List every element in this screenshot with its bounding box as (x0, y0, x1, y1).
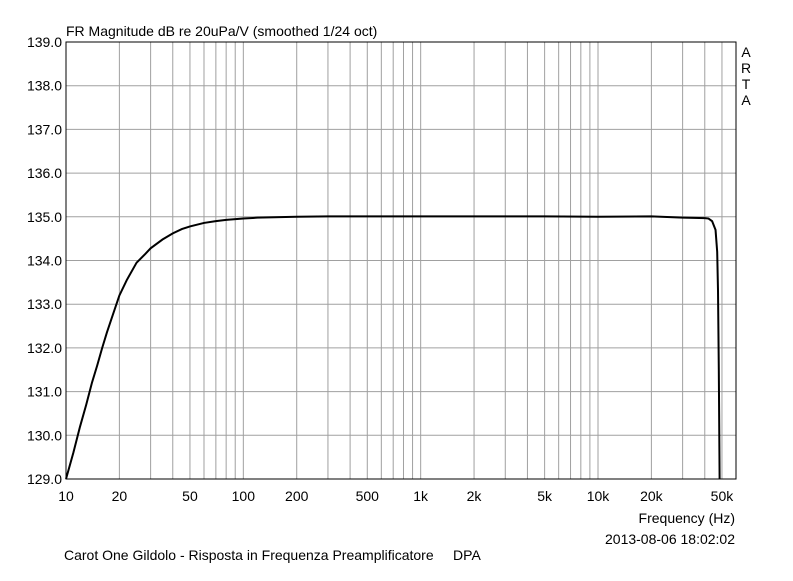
timestamp: 2013-08-06 18:02:02 (605, 531, 735, 547)
y-axis: 129.0 130.0 131.0 132.0 133.0 134.0 135.0 136.0… (27, 34, 62, 487)
series-line (65, 215, 721, 480)
y-tick-label: 133.0 (27, 296, 62, 312)
x-tick-label: 2k (467, 488, 483, 504)
plot-frame (65, 41, 737, 480)
y-tick-label: 135.0 (27, 209, 62, 225)
chart-caption: Carot One Gildolo - Risposta in Frequenz… (64, 547, 481, 563)
y-tick-label: 129.0 (27, 471, 62, 487)
x-tick-label: 50k (711, 488, 735, 504)
x-tick-label: 50 (182, 488, 198, 504)
arta-letter: R (741, 60, 751, 76)
x-tick-label: 200 (285, 488, 309, 504)
x-tick-label: 1k (413, 488, 429, 504)
y-tick-label: 136.0 (27, 165, 62, 181)
grid (66, 41, 736, 480)
y-tick-label: 131.0 (27, 384, 62, 400)
x-axis: 10 20 50 100 200 500 1k 2k 5k 10k 20k 50k (58, 488, 734, 504)
x-tick-label: 20k (640, 488, 664, 504)
y-tick-label: 132.0 (27, 340, 62, 356)
chart-title: FR Magnitude dB re 20uPa/V (smoothed 1/2… (66, 23, 377, 39)
y-tick-label: 130.0 (27, 427, 62, 443)
y-tick-label: 138.0 (27, 78, 62, 94)
y-tick-label: 134.0 (27, 253, 62, 269)
arta-letter: T (742, 76, 751, 92)
x-tick-label: 500 (356, 488, 380, 504)
x-tick-label: 100 (232, 488, 256, 504)
y-tick-label: 139.0 (27, 34, 62, 50)
x-axis-label: Frequency (Hz) (639, 510, 735, 526)
y-tick-label: 137.0 (27, 121, 62, 137)
x-tick-label: 20 (112, 488, 128, 504)
x-tick-label: 10k (587, 488, 611, 504)
x-tick-label: 10 (58, 488, 74, 504)
arta-letter: A (741, 44, 751, 60)
x-tick-label: 5k (537, 488, 553, 504)
arta-letter: A (741, 92, 751, 108)
